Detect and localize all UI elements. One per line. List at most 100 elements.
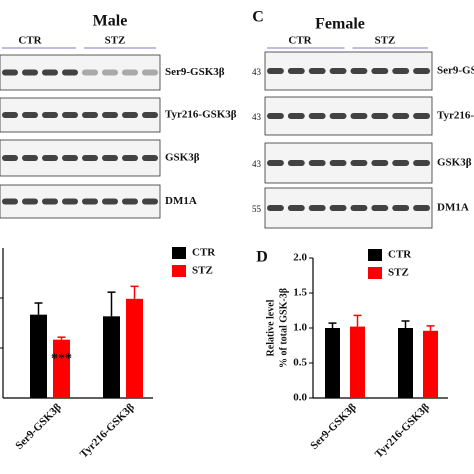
band bbox=[82, 155, 98, 161]
legend-swatch bbox=[368, 249, 382, 261]
band bbox=[287, 113, 305, 119]
band bbox=[350, 113, 368, 119]
band bbox=[392, 205, 410, 211]
legend-label: STZ bbox=[192, 265, 213, 277]
band bbox=[102, 112, 118, 118]
band bbox=[22, 69, 38, 76]
band bbox=[371, 205, 389, 211]
bar bbox=[103, 316, 120, 398]
band bbox=[350, 160, 368, 166]
band bbox=[62, 155, 78, 161]
band bbox=[308, 68, 326, 74]
band bbox=[329, 205, 347, 211]
row-label: DM1A bbox=[165, 195, 197, 207]
band bbox=[329, 68, 347, 74]
band bbox=[350, 205, 368, 211]
band bbox=[267, 160, 284, 166]
band bbox=[122, 69, 138, 76]
band bbox=[22, 155, 38, 161]
band bbox=[350, 68, 368, 74]
band bbox=[267, 205, 284, 211]
band bbox=[42, 112, 58, 118]
band bbox=[267, 113, 284, 119]
band bbox=[308, 160, 326, 166]
band bbox=[122, 198, 138, 205]
bar bbox=[350, 326, 365, 398]
band bbox=[122, 155, 138, 161]
group-label: STZ bbox=[105, 35, 126, 47]
band bbox=[42, 198, 58, 205]
significance: *** bbox=[51, 351, 72, 366]
group-label: STZ bbox=[375, 35, 396, 47]
legend-label: CTR bbox=[388, 249, 412, 261]
y-tick-label: 0.5 bbox=[293, 357, 307, 369]
band bbox=[329, 113, 347, 119]
band bbox=[42, 155, 58, 161]
mw-marker: 43 bbox=[252, 112, 262, 122]
band bbox=[392, 113, 410, 119]
band bbox=[142, 69, 158, 76]
band bbox=[122, 112, 138, 118]
x-tick-label: Ser9-GSK3β bbox=[13, 401, 64, 452]
mw-marker: 43 bbox=[252, 67, 262, 77]
band bbox=[2, 69, 18, 76]
row-label: Tyr216- bbox=[437, 110, 474, 122]
band bbox=[329, 160, 347, 166]
band bbox=[413, 205, 430, 211]
band bbox=[2, 155, 18, 161]
band bbox=[413, 113, 430, 119]
band bbox=[287, 160, 305, 166]
bar bbox=[30, 314, 47, 398]
band bbox=[2, 112, 18, 118]
band bbox=[62, 69, 78, 76]
band bbox=[22, 112, 38, 118]
band bbox=[142, 198, 158, 205]
band bbox=[142, 112, 158, 118]
band bbox=[82, 69, 98, 76]
band bbox=[102, 69, 118, 76]
legend-swatch bbox=[172, 265, 186, 277]
bar bbox=[126, 298, 143, 398]
legend-swatch bbox=[172, 247, 186, 259]
legend-swatch bbox=[368, 267, 382, 279]
band bbox=[413, 68, 430, 74]
bar bbox=[398, 328, 413, 398]
band bbox=[62, 198, 78, 205]
mw-marker: 43 bbox=[252, 159, 262, 169]
y-tick-label: 2.0 bbox=[293, 252, 307, 264]
group-label: CTR bbox=[18, 35, 42, 47]
male-title: Male bbox=[93, 13, 128, 30]
bar bbox=[325, 328, 340, 398]
bar bbox=[423, 330, 438, 398]
band bbox=[102, 155, 118, 161]
band bbox=[42, 69, 58, 76]
legend-label: STZ bbox=[388, 267, 409, 279]
row-label: DM1A bbox=[437, 202, 469, 214]
band bbox=[287, 68, 305, 74]
y-tick-label: 0.0 bbox=[293, 392, 307, 404]
x-tick-label: Tyr216-GSK3β bbox=[373, 401, 432, 460]
band bbox=[22, 198, 38, 205]
band bbox=[267, 68, 284, 74]
row-label: Ser9-GSK3β bbox=[165, 66, 225, 78]
band bbox=[392, 68, 410, 74]
x-tick-label: Tyr216-GSK3β bbox=[78, 401, 137, 460]
band bbox=[62, 112, 78, 118]
panel-label: C bbox=[252, 9, 264, 26]
band bbox=[392, 160, 410, 166]
band bbox=[142, 155, 158, 161]
y-axis-label: Relative level bbox=[265, 299, 276, 356]
legend-label: CTR bbox=[192, 247, 216, 259]
band bbox=[308, 205, 326, 211]
group-label: CTR bbox=[288, 35, 312, 47]
female-title: Female bbox=[315, 16, 365, 33]
row-label: GSK3β bbox=[437, 157, 472, 169]
y-tick-label: 1.5 bbox=[293, 287, 307, 299]
band bbox=[371, 113, 389, 119]
band bbox=[413, 160, 430, 166]
band bbox=[82, 198, 98, 205]
band bbox=[82, 112, 98, 118]
band bbox=[371, 160, 389, 166]
y-axis-label: % of total GSK-3β bbox=[278, 288, 289, 368]
